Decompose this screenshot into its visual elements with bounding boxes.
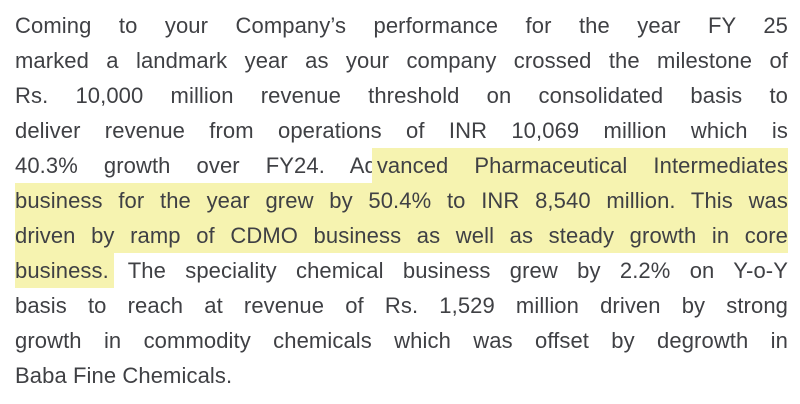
line-text: Baba Fine Chemicals. <box>15 363 233 388</box>
text-line: marked a landmark year as your company c… <box>15 43 788 78</box>
line-text: The speciality chemical business grew by… <box>108 258 788 283</box>
line-text: Rs. 10,000 million revenue threshold on … <box>15 83 788 108</box>
highlighted-text: vanced Pharmaceutical Intermediates <box>371 148 788 183</box>
text-line: business for the year grew by 50.4% to I… <box>15 183 788 218</box>
text-line: Baba Fine Chemicals. <box>15 358 788 393</box>
highlighted-text: business. <box>15 253 114 288</box>
text-line: business. The speciality chemical busine… <box>15 253 788 288</box>
line-text: growth in commodity chemicals which was … <box>15 328 788 353</box>
text-line: Coming to your Company’s performance for… <box>15 8 788 43</box>
line-text: marked a landmark year as your company c… <box>15 48 788 73</box>
line-text: 40.3% growth over FY24. Ad <box>15 153 377 178</box>
highlighted-text: driven by ramp of CDMO business as well … <box>15 218 788 253</box>
paragraph: Coming to your Company’s performance for… <box>15 8 788 393</box>
text-line: deliver revenue from operations of INR 1… <box>15 113 788 148</box>
text-line: driven by ramp of CDMO business as well … <box>15 218 788 253</box>
line-text: Coming to your Company’s performance for… <box>15 13 788 38</box>
line-text: basis to reach at revenue of Rs. 1,529 m… <box>15 293 788 318</box>
text-line: Rs. 10,000 million revenue threshold on … <box>15 78 788 113</box>
text-line: basis to reach at revenue of Rs. 1,529 m… <box>15 288 788 323</box>
line-text: deliver revenue from operations of INR 1… <box>15 118 788 143</box>
text-line: growth in commodity chemicals which was … <box>15 323 788 358</box>
highlighted-text: business for the year grew by 50.4% to I… <box>15 183 788 218</box>
text-line: 40.3% growth over FY24. Advanced Pharmac… <box>15 148 788 183</box>
